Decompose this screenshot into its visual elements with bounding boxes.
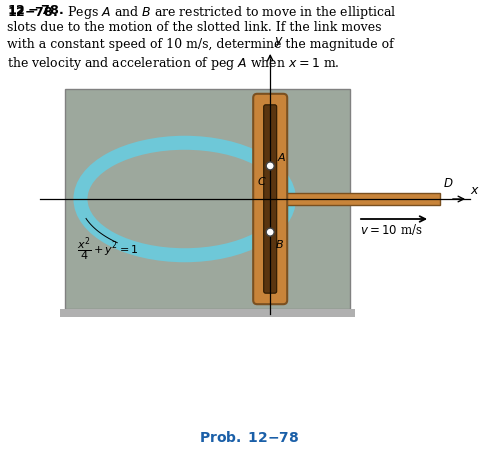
Text: the velocity and acceleration of peg $A$ when $x = 1$ m.: the velocity and acceleration of peg $A$… bbox=[7, 55, 340, 72]
Circle shape bbox=[266, 162, 274, 170]
Ellipse shape bbox=[85, 147, 285, 251]
Text: $\mathbf{12{-}78.}$  Pegs $A$ and $B$ are restricted to move in the elliptical: $\mathbf{12{-}78.}$ Pegs $A$ and $B$ are… bbox=[7, 4, 397, 21]
Text: $y$: $y$ bbox=[274, 35, 284, 49]
Text: $\dfrac{x^2}{4} + y^2 = 1$: $\dfrac{x^2}{4} + y^2 = 1$ bbox=[77, 236, 139, 264]
Text: $v = 10$ m/s: $v = 10$ m/s bbox=[360, 222, 423, 237]
Text: $\mathbf{12-78.}$: $\mathbf{12-78.}$ bbox=[7, 4, 64, 17]
Bar bbox=[65, 89, 350, 309]
FancyBboxPatch shape bbox=[253, 94, 287, 304]
Text: $A$: $A$ bbox=[277, 151, 286, 163]
Text: with a constant speed of 10 m/s, determine the magnitude of: with a constant speed of 10 m/s, determi… bbox=[7, 38, 394, 51]
Ellipse shape bbox=[91, 153, 279, 245]
Text: $x$: $x$ bbox=[470, 184, 480, 197]
Bar bbox=[255, 193, 440, 205]
Text: $\mathbf{Prob.\ 12{-}78}$: $\mathbf{Prob.\ 12{-}78}$ bbox=[199, 430, 299, 445]
Text: $D$: $D$ bbox=[443, 177, 454, 190]
Text: $C$: $C$ bbox=[257, 175, 267, 187]
Bar bbox=[60, 309, 355, 317]
Circle shape bbox=[266, 228, 274, 236]
Text: $B$: $B$ bbox=[275, 238, 284, 250]
Text: slots due to the motion of the slotted link. If the link moves: slots due to the motion of the slotted l… bbox=[7, 21, 382, 34]
FancyBboxPatch shape bbox=[263, 105, 277, 293]
